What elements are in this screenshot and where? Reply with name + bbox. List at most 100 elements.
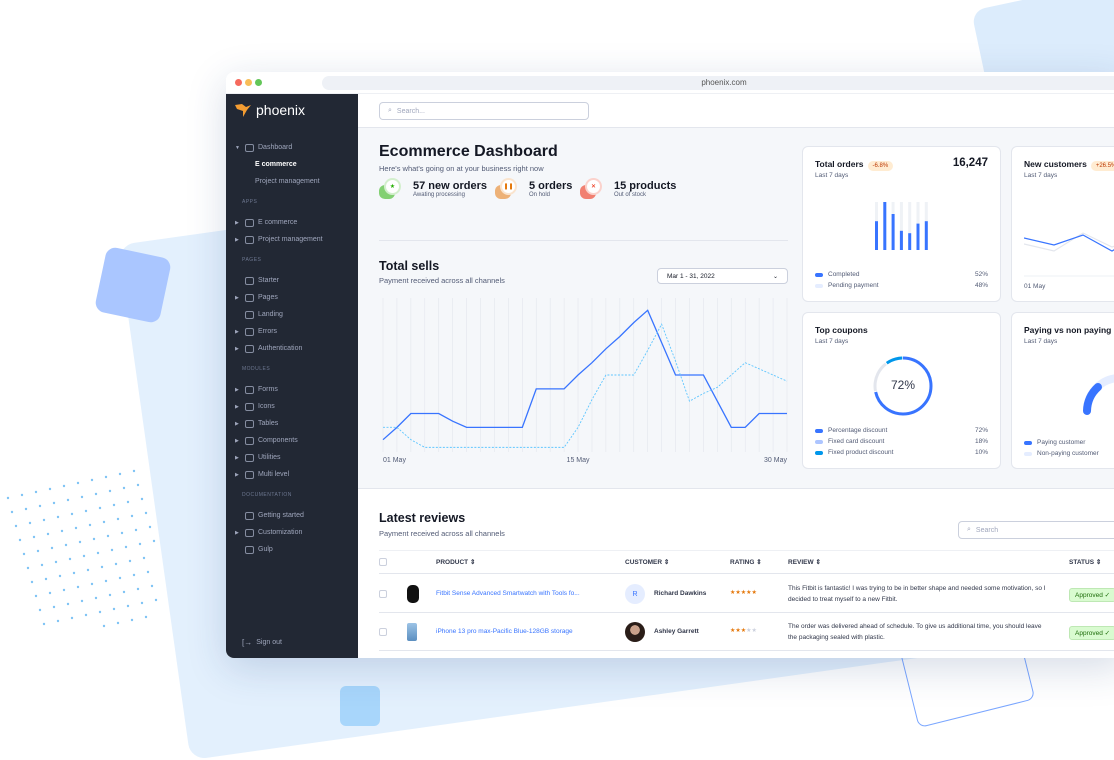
customer-name[interactable]: Richard Dawkins xyxy=(654,590,707,597)
column-customer[interactable]: CUSTOMER ⇕ xyxy=(625,559,670,566)
sidebar-item-label: Errors xyxy=(258,328,278,335)
stat-label: Awating processing xyxy=(413,192,465,198)
decor-dot-grid xyxy=(6,469,158,628)
nav-icon xyxy=(245,218,254,227)
table-header: PRODUCT ⇕ CUSTOMER ⇕ RATING ⇕ REVIEW ⇕ S… xyxy=(379,550,1114,574)
decor-dot xyxy=(68,557,72,561)
customer-name[interactable]: Ashley Garrett xyxy=(654,628,699,635)
sidebar-item-label: Gulp xyxy=(258,546,273,553)
decor-dot xyxy=(6,496,10,500)
decor-dot xyxy=(18,538,22,542)
total-sells-title: Total sells xyxy=(379,259,440,273)
decor-dot xyxy=(126,604,130,608)
search-icon: ⌕ xyxy=(388,107,392,114)
stat-badge: ❚❚ xyxy=(495,176,521,202)
sign-out-label: Sign out xyxy=(256,639,282,646)
bar-completed xyxy=(883,202,887,250)
sidebar-item-e-commerce[interactable]: ▶ E commerce xyxy=(226,214,358,231)
nav-icon xyxy=(245,143,254,152)
date-range-select[interactable]: Mar 1 - 31, 2022 ⌄ xyxy=(657,268,788,284)
sidebar-item-label: Forms xyxy=(258,386,278,393)
sidebar-item-customization[interactable]: ▶ Customization xyxy=(226,524,358,541)
url-bar[interactable]: phoenix.com xyxy=(322,76,1114,90)
sidebar-item-getting-started[interactable]: Getting started xyxy=(226,507,358,524)
decor-dot xyxy=(48,487,52,491)
sidebar-item-dashboard[interactable]: ▼ Dashboard xyxy=(226,139,358,156)
divider xyxy=(379,240,788,241)
decor-dot xyxy=(104,579,108,583)
search-icon: ⌕ xyxy=(967,526,971,533)
decor-dot xyxy=(136,587,140,591)
search-input[interactable]: ⌕ Search... xyxy=(379,102,589,120)
minimize-dot[interactable] xyxy=(245,79,252,86)
sign-out-button[interactable]: [→ Sign out xyxy=(233,634,282,651)
sidebar-item-gulp[interactable]: Gulp xyxy=(226,541,358,558)
sidebar-item-errors[interactable]: ▶ Errors xyxy=(226,323,358,340)
column-review[interactable]: REVIEW ⇕ xyxy=(788,559,821,566)
logo[interactable]: phoenix xyxy=(234,102,305,118)
decor-dot xyxy=(72,571,76,575)
sidebar-item-pages[interactable]: ▶ Pages xyxy=(226,289,358,306)
decor-dot xyxy=(84,509,88,513)
change-badge: +26.5% xyxy=(1090,161,1114,171)
review-text: This Fitbit is fantastic! I was trying t… xyxy=(788,585,1046,603)
product-link[interactable]: Fitbit Sense Advanced Smartwatch with To… xyxy=(436,590,580,597)
bar-completed xyxy=(891,214,895,250)
sidebar-item-multi-level[interactable]: ▶ Multi level xyxy=(226,466,358,483)
product-link[interactable]: iPhone 13 pro max-Pacific Blue-128GB sto… xyxy=(436,628,573,635)
reviews-search-input[interactable]: ⌕ Search xyxy=(958,521,1114,539)
sidebar-item-tables[interactable]: ▶ Tables xyxy=(226,415,358,432)
sidebar-item-icons[interactable]: ▶ Icons xyxy=(226,398,358,415)
row-checkbox[interactable] xyxy=(379,628,387,636)
column-product[interactable]: PRODUCT ⇕ xyxy=(436,559,476,566)
stat-label: Out of stock xyxy=(614,192,647,198)
search-placeholder: Search... xyxy=(396,107,425,115)
stat-label: On hold xyxy=(529,192,551,198)
decor-dot xyxy=(20,493,24,497)
decor-dot xyxy=(74,526,78,530)
sidebar-item-project-management[interactable]: ▶ Project management xyxy=(226,231,358,248)
card-subtitle: Last 7 days xyxy=(1024,338,1058,345)
main-content: ⌕ Search... Ecommerce Dashboard Here's w… xyxy=(358,94,1114,658)
sidebar-item-e-commerce[interactable]: E commerce xyxy=(226,156,358,173)
star-icon: ★ xyxy=(384,178,401,195)
nav-icon xyxy=(245,276,254,285)
phoenix-logo-icon xyxy=(235,104,251,117)
top-coupons-card: Top coupons Last 7 days 72% Percentage d… xyxy=(802,312,1001,469)
sidebar-item-starter[interactable]: Starter xyxy=(226,272,358,289)
sidebar-item-components[interactable]: ▶ Components xyxy=(226,432,358,449)
select-all-checkbox[interactable] xyxy=(379,558,387,566)
decor-dot xyxy=(100,565,104,569)
date-range-value: Mar 1 - 31, 2022 xyxy=(667,272,715,280)
legend-item: Non-paying customer xyxy=(1024,450,1114,457)
decor-dot xyxy=(90,582,94,586)
close-dot[interactable] xyxy=(235,79,242,86)
maximize-dot[interactable] xyxy=(255,79,262,86)
row-checkbox[interactable] xyxy=(379,590,387,598)
bar-completed xyxy=(924,221,928,250)
new-customers-card: New customers+26.5% Last 7 days 01 May xyxy=(1011,146,1114,302)
decor-dot xyxy=(122,486,126,490)
sidebar-item-label: Authentication xyxy=(258,345,303,352)
column-rating[interactable]: RATING ⇕ xyxy=(730,559,762,566)
sidebar-item-forms[interactable]: ▶ Forms xyxy=(226,381,358,398)
decor-dot xyxy=(146,570,150,574)
sidebar-section-label: MODULES xyxy=(242,366,271,372)
decor-dot xyxy=(36,549,40,553)
column-status[interactable]: STATUS ⇕ xyxy=(1069,559,1102,566)
legend-swatch xyxy=(815,272,823,277)
legend-pending: Pending payment 48% xyxy=(815,282,988,289)
customers-line-chart xyxy=(1024,232,1114,277)
sidebar-item-landing[interactable]: Landing xyxy=(226,306,358,323)
orders-bar-chart xyxy=(875,202,928,250)
card-title: Paying vs non paying xyxy=(1024,325,1112,335)
decor-dot xyxy=(132,573,136,577)
decor-dot xyxy=(26,566,30,570)
sidebar-section-label: PAGES xyxy=(242,257,262,263)
sidebar-item-authentication[interactable]: ▶ Authentication xyxy=(226,340,358,357)
sidebar-item-utilities[interactable]: ▶ Utilities xyxy=(226,449,358,466)
sidebar-item-project-management[interactable]: Project management xyxy=(226,173,358,190)
sidebar-item-label: Multi level xyxy=(258,471,290,478)
sidebar-item-label: Landing xyxy=(258,311,283,318)
decor-dot xyxy=(62,484,66,488)
